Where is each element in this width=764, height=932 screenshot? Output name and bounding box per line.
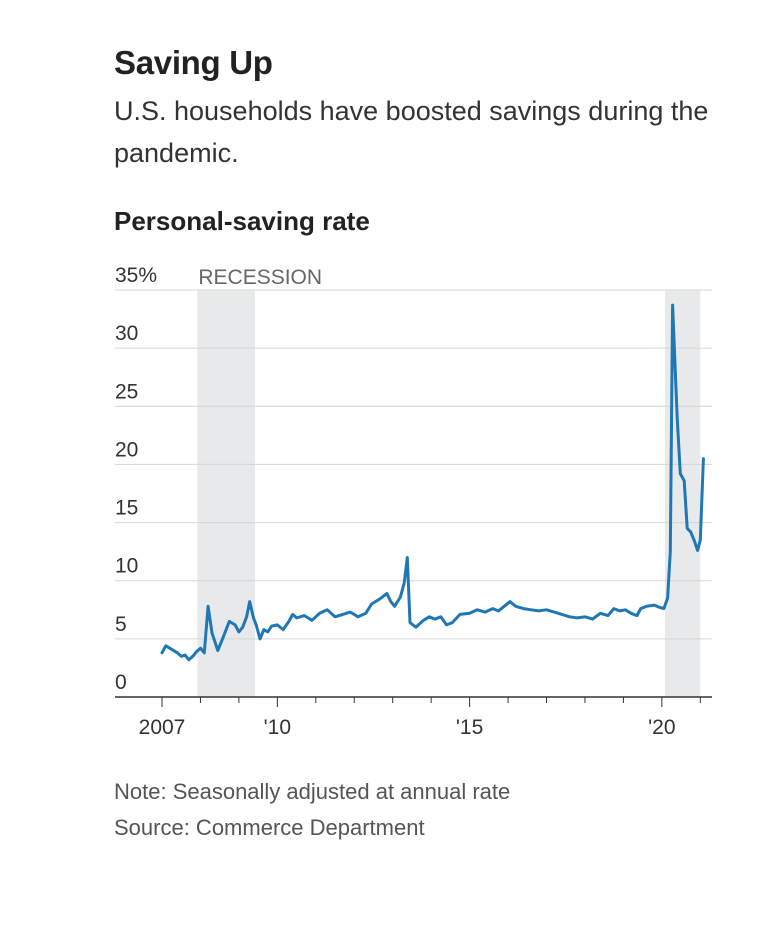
y-tick-label: 35%	[115, 264, 157, 287]
note-text: Note: Seasonally adjusted at annual rate	[114, 779, 511, 804]
y-tick-label: 15	[115, 497, 138, 520]
recession-label: RECESSION	[198, 266, 322, 289]
saving-rate-chart: RECESSION 0 5 10 15 20 25 30 35% 2007 '10 '15 '20	[115, 264, 712, 739]
y-tick-label: 30	[115, 322, 138, 345]
y-tick-label: 5	[115, 613, 127, 636]
x-tick-label: '20	[648, 716, 675, 739]
x-tick-label: '10	[264, 716, 291, 739]
saving-rate-line	[160, 303, 705, 662]
chart-subtitle: U.S. households have boosted savings dur…	[114, 96, 709, 168]
chart-headline: Saving Up	[114, 44, 273, 81]
series-layer	[160, 303, 705, 662]
footnotes: Note: Seasonally adjusted at annual rate…	[114, 774, 510, 846]
chart-title: Personal-saving rate	[114, 206, 370, 236]
y-tick-label: 25	[115, 380, 138, 403]
x-axis-layer: 2007 '10 '15 '20	[115, 696, 712, 739]
y-tick-labels-layer: 0 5 10 15 20 25 30 35%	[115, 264, 157, 694]
y-tick-label: 0	[115, 671, 127, 694]
source-text: Source: Commerce Department	[114, 815, 425, 840]
y-tick-label: 20	[115, 438, 138, 461]
x-tick-label: '15	[456, 716, 483, 739]
x-tick-label: 2007	[139, 716, 186, 739]
recession-shading-layer: RECESSION	[197, 266, 701, 697]
y-tick-label: 10	[115, 555, 138, 578]
